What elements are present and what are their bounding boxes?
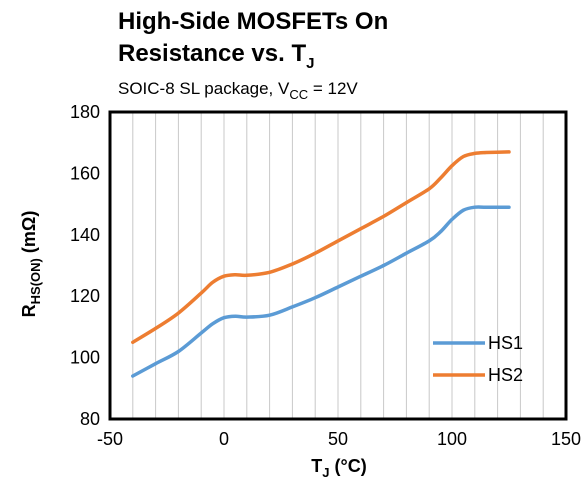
series-line-hs1 <box>131 205 511 378</box>
series-layer <box>131 150 511 378</box>
chart-title-line1: High-Side MOSFETs On <box>118 8 388 35</box>
x-tick-label: 50 <box>328 429 348 449</box>
legend: HS1 HS2 <box>433 333 523 385</box>
y-tick-label: 120 <box>70 286 100 306</box>
chart-subtitle-subscript: CC <box>289 87 308 102</box>
legend-label-hs2: HS2 <box>488 365 523 385</box>
x-tick-label: 150 <box>551 429 581 449</box>
y-tick-label: 80 <box>80 409 100 429</box>
grid-lines <box>132 112 544 419</box>
series-line-hs2 <box>131 150 511 345</box>
y-axis-label: RHS(ON) (mΩ) <box>19 211 43 318</box>
y-tick-label: 180 <box>70 102 100 122</box>
x-tick-label: -50 <box>97 429 123 449</box>
chart-subtitle: SOIC-8 SL package, VCC = 12V <box>118 79 358 102</box>
y-tick-label: 100 <box>70 348 100 368</box>
x-tick-label: 0 <box>219 429 229 449</box>
y-tick-label: 160 <box>70 163 100 183</box>
plot-frame <box>108 110 568 421</box>
legend-label-hs1: HS1 <box>488 333 523 353</box>
x-tick-label: 100 <box>437 429 467 449</box>
chart-title-line2: Resistance vs. TJ <box>118 40 314 72</box>
x-axis-label: TJ (°C) <box>311 456 366 480</box>
y-tick-label: 140 <box>70 225 100 245</box>
y-tick-labels: 80 100 120 140 160 180 <box>70 102 100 429</box>
chart-title-subscript: J <box>306 55 314 72</box>
x-tick-labels: -50 0 50 100 150 <box>97 429 581 449</box>
